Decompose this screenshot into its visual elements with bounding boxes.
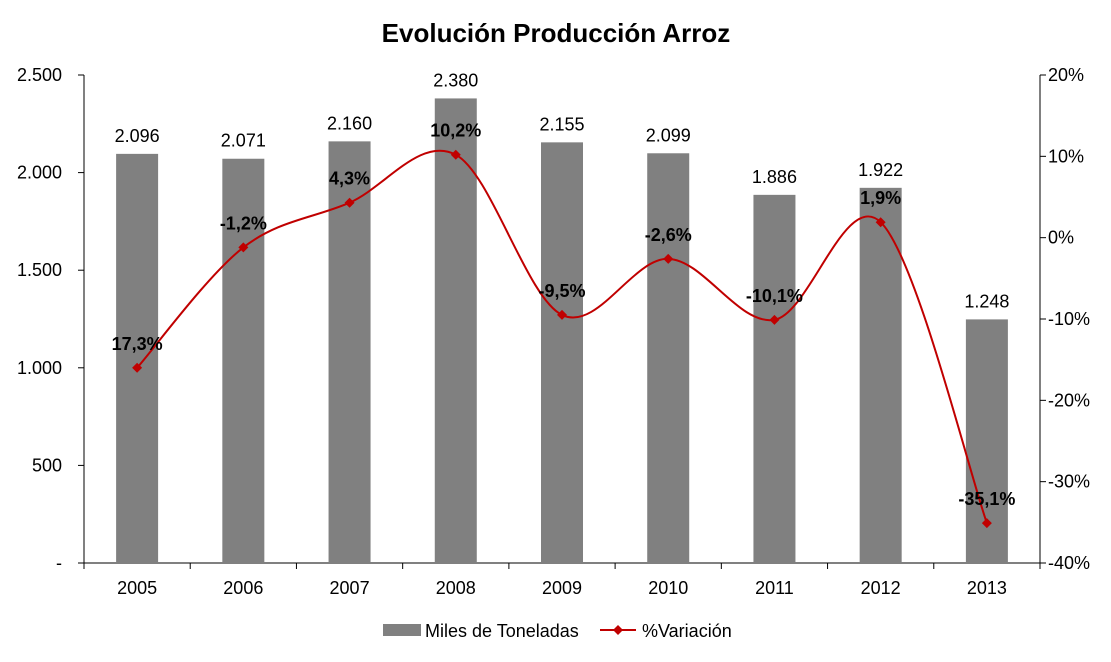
x-tick-label: 2006 (223, 578, 263, 598)
bar (222, 158, 265, 564)
y-right-tick-label: -30% (1048, 472, 1090, 492)
bar-value-label: 2.160 (327, 113, 372, 133)
bar (434, 98, 477, 563)
variation-point (132, 362, 143, 373)
x-tick-label: 2008 (436, 578, 476, 598)
variation-point (557, 309, 567, 320)
legend: Miles de Toneladas %Variación (383, 621, 732, 641)
bar-value-label: 1.886 (752, 167, 797, 187)
axes: - 500 1.000 1.500 2.000 2.500 -40% -30% -20% -10%… (17, 65, 1090, 598)
x-tick-label: 2005 (117, 578, 157, 598)
bar-value-label: 2.071 (221, 131, 266, 151)
x-tick-label: 2010 (648, 578, 688, 598)
bar (753, 194, 796, 564)
x-tick-label: 2009 (542, 578, 582, 598)
variation-point (450, 149, 461, 160)
y-left-tick-label: 2.000 (17, 163, 62, 183)
y-left-tick-label: 500 (32, 455, 62, 475)
variation-point (769, 314, 780, 325)
variation-point (981, 518, 992, 529)
x-tick-label: 2013 (967, 578, 1007, 598)
y-right-tick-label: -40% (1048, 553, 1090, 573)
y-right-tick-label: -20% (1048, 390, 1090, 410)
variation-label: -9,5% (538, 281, 585, 301)
y-right-tick-label: 0% (1048, 228, 1074, 248)
bar (116, 153, 159, 564)
x-tick-label: 2012 (861, 578, 901, 598)
bars (116, 98, 1008, 564)
y-left-tick-label: 1.000 (17, 358, 62, 378)
y-right-tick-label: 20% (1048, 65, 1084, 85)
x-tick-label: 2011 (755, 578, 794, 598)
y-right-tick-label: -10% (1048, 309, 1090, 329)
bar (328, 141, 371, 564)
bar-value-label: 1.922 (858, 160, 903, 180)
variation-label: -2,6% (645, 225, 692, 245)
bar-value-label: 2.096 (115, 126, 160, 146)
bar (859, 187, 902, 563)
legend-swatch-marker (613, 625, 623, 635)
variation-point (663, 253, 674, 264)
variation-label: -1,2% (220, 213, 267, 233)
y-left-tick-label: 1.500 (17, 260, 62, 280)
bar-value-label: 2.099 (646, 125, 691, 145)
variation-label: 10,2% (430, 121, 481, 141)
variation-label: 17,3% (112, 334, 163, 354)
bar-value-label: 2.155 (539, 114, 584, 134)
variation-label: 4,3% (329, 169, 370, 189)
legend-label-bars: Miles de Toneladas (425, 621, 579, 641)
variation-point (238, 242, 249, 253)
bar (647, 153, 690, 563)
x-tick-label: 2007 (330, 578, 370, 598)
bar-labels: 2.096 2.071 2.160 2.380 2.155 2.099 1.886 1.922… (115, 70, 1010, 311)
variation-point (875, 217, 886, 228)
pct-labels: 17,3% -1,2% 4,3% 10,2% -9,5% -2,6% -10,1% 1,9% -… (112, 121, 1016, 509)
chart-title: Evolución Producción Arroz (382, 18, 731, 48)
y-left-tick-label: 2.500 (17, 65, 62, 85)
variation-point (344, 197, 355, 208)
variation-label: -35,1% (958, 489, 1015, 509)
y-right-tick-label: 10% (1048, 146, 1084, 166)
bar (541, 142, 583, 563)
legend-swatch-bars (383, 624, 421, 636)
bar-value-label: 2.380 (433, 70, 478, 90)
variation-line-layer (132, 149, 992, 529)
variation-label: -10,1% (746, 286, 803, 306)
y-left-tick-label: - (56, 553, 62, 573)
bar-value-label: 1.248 (964, 291, 1009, 311)
variation-label: 1,9% (860, 188, 901, 208)
legend-label-line: %Variación (642, 621, 732, 641)
